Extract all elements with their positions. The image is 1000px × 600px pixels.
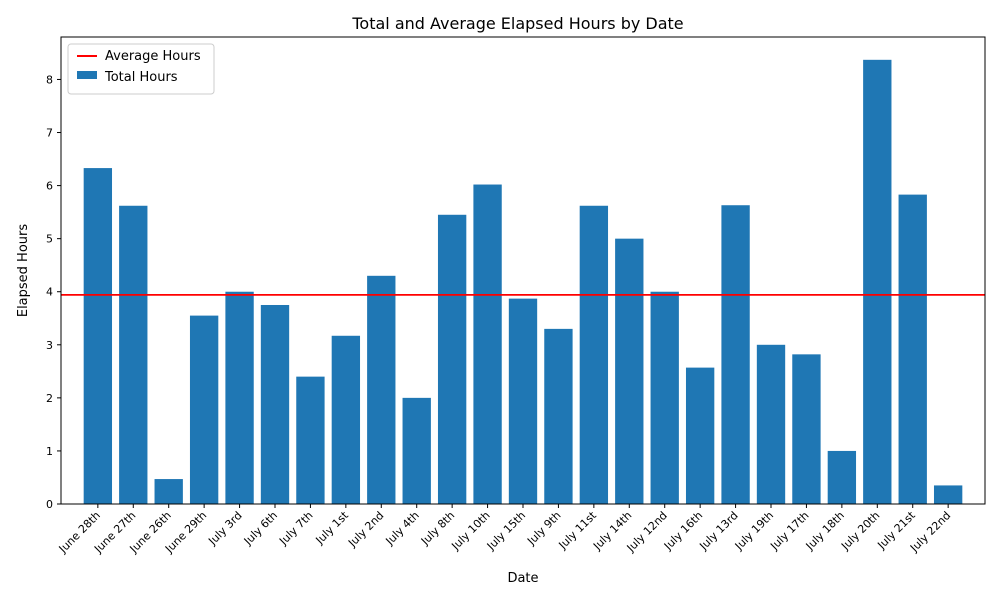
y-tick-label: 7 (46, 127, 53, 140)
x-tick-label: July 3rd (205, 509, 244, 548)
bar (119, 205, 148, 504)
bar (827, 450, 857, 504)
bar (367, 275, 396, 504)
bar (331, 335, 361, 504)
x-tick-label: July 6th (241, 509, 280, 548)
bar (83, 168, 113, 504)
x-tick-label: July 1st (313, 508, 352, 547)
y-axis-title: Elapsed Hours (16, 224, 31, 318)
bar (473, 184, 502, 504)
bar (650, 291, 679, 504)
x-axis-title: Date (507, 571, 538, 586)
y-axis: 0 1 2 3 4 5 6 7 8 (46, 73, 61, 511)
bar (579, 205, 609, 504)
x-tick-label: July 10th (448, 509, 492, 553)
bar (189, 315, 219, 504)
x-tick-label: July 2nd (345, 509, 386, 550)
legend-total-label: Total Hours (104, 70, 178, 85)
x-tick-label: July 15th (484, 509, 528, 553)
bar (615, 238, 644, 504)
y-tick-label: 3 (46, 339, 53, 352)
bar (863, 59, 892, 505)
bar (260, 304, 290, 504)
bar (508, 298, 538, 504)
bar (756, 344, 786, 504)
y-tick-label: 4 (46, 286, 53, 299)
x-tick-label: July 13rd (696, 509, 740, 553)
legend-total-swatch (77, 71, 97, 79)
legend-average-label: Average Hours (105, 49, 201, 64)
x-tick-label: July 7th (276, 509, 315, 548)
legend: Average Hours Total Hours (67, 43, 215, 95)
x-tick-label: July 16th (661, 509, 705, 553)
bars-group (83, 59, 963, 505)
bar (402, 397, 431, 504)
bar (898, 194, 927, 505)
x-tick-label: July 18th (803, 509, 847, 553)
y-tick-label: 5 (46, 233, 53, 246)
y-tick-label: 8 (46, 73, 53, 86)
y-tick-label: 1 (46, 445, 53, 458)
bar (296, 376, 325, 504)
x-tick-label: July 17th (767, 509, 811, 553)
bar (225, 291, 254, 504)
x-tick-label: July 20th (838, 509, 882, 553)
bar (437, 214, 467, 504)
bar (721, 205, 750, 504)
y-tick-label: 6 (46, 180, 53, 193)
bar (933, 485, 963, 504)
x-tick-label: July 19th (732, 509, 776, 553)
legend-box (67, 43, 215, 95)
y-tick-label: 0 (46, 498, 53, 511)
y-tick-label: 2 (46, 392, 53, 405)
bar (154, 479, 183, 504)
plot-frame (60, 36, 986, 505)
chart-title: Total and Average Elapsed Hours by Date (351, 14, 683, 33)
bar (544, 328, 573, 504)
x-tick-label: July 4th (383, 509, 422, 548)
bar (792, 354, 821, 504)
bar (685, 367, 715, 504)
